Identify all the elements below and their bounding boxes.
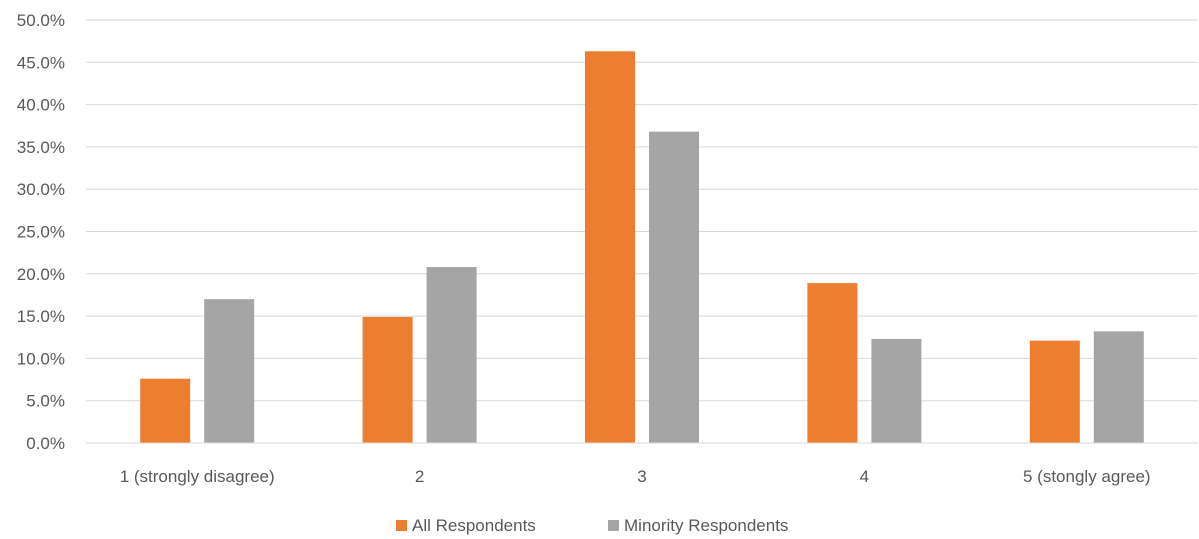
bar-minority-respondents	[426, 267, 477, 443]
y-tick-label: 5.0%	[26, 392, 65, 411]
bar-all-respondents	[362, 316, 413, 443]
y-axis-tick-labels: 0.0% 5.0% 10.0% 15.0% 20.0% 25.0% 30.0% 35.0% 40…	[17, 11, 65, 453]
y-tick-label: 25.0%	[17, 223, 65, 242]
bar-all-respondents	[585, 51, 635, 443]
y-tick-label: 0.0%	[26, 434, 65, 453]
x-axis-tick-labels: 1 (strongly disagree) 2 3 4 5 (stongly agree…	[120, 467, 1151, 486]
legend-swatch	[396, 520, 407, 531]
x-tick-label: 3	[637, 467, 646, 486]
x-tick-label: 1 (strongly disagree)	[120, 467, 275, 486]
legend-label: All Respondents	[412, 516, 536, 535]
bar-minority-respondents	[204, 299, 255, 443]
bar-all-respondents	[807, 283, 858, 443]
y-tick-label: 20.0%	[17, 265, 65, 284]
x-tick-label: 2	[415, 467, 424, 486]
y-tick-label: 35.0%	[17, 138, 65, 157]
bar-minority-respondents	[871, 338, 922, 443]
x-tick-label: 5 (stongly agree)	[1023, 467, 1151, 486]
bar-all-respondents	[1029, 340, 1080, 443]
y-tick-label: 50.0%	[17, 11, 65, 30]
bar-all-respondents	[140, 378, 191, 443]
bar-minority-respondents	[1093, 331, 1144, 443]
legend-swatch	[608, 520, 619, 531]
legend: All Respondents Minority Respondents	[396, 516, 788, 535]
gridlines	[86, 19, 1198, 402]
y-tick-label: 30.0%	[17, 180, 65, 199]
bar-minority-respondents	[649, 131, 699, 443]
bars	[140, 51, 1144, 443]
x-tick-label: 4	[860, 467, 869, 486]
y-tick-label: 45.0%	[17, 53, 65, 72]
legend-label: Minority Respondents	[624, 516, 788, 535]
y-tick-label: 15.0%	[17, 307, 65, 326]
y-tick-label: 10.0%	[17, 349, 65, 368]
y-tick-label: 40.0%	[17, 96, 65, 115]
